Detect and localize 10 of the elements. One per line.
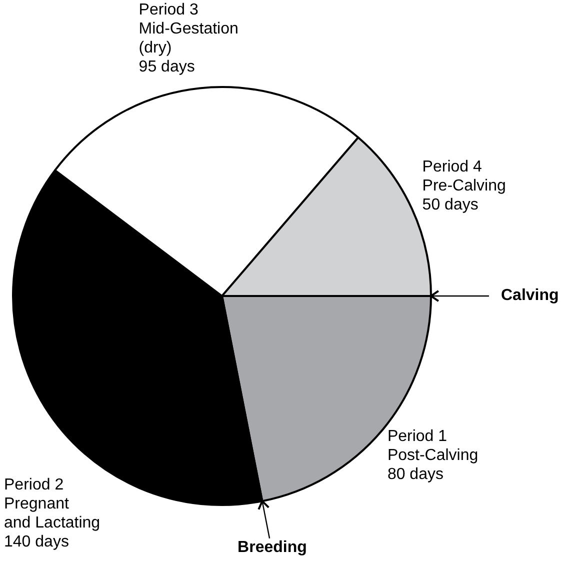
data-label: 80 days <box>387 466 444 484</box>
data-label: 140 days <box>4 534 69 551</box>
text: Calving <box>501 287 559 304</box>
slice-label: Period 2 Pregnant and Lactating <box>4 476 100 532</box>
slice-label: Period 4 Pre-Calving <box>422 159 506 196</box>
slice-label: Period 1 Post-Calving <box>387 428 478 465</box>
slice-label: Period 3 Mid-Gestation (dry) <box>138 2 238 57</box>
text: Breeding <box>238 538 307 556</box>
data-label: 50 days <box>422 197 478 214</box>
data-label: 95 days <box>138 58 195 76</box>
